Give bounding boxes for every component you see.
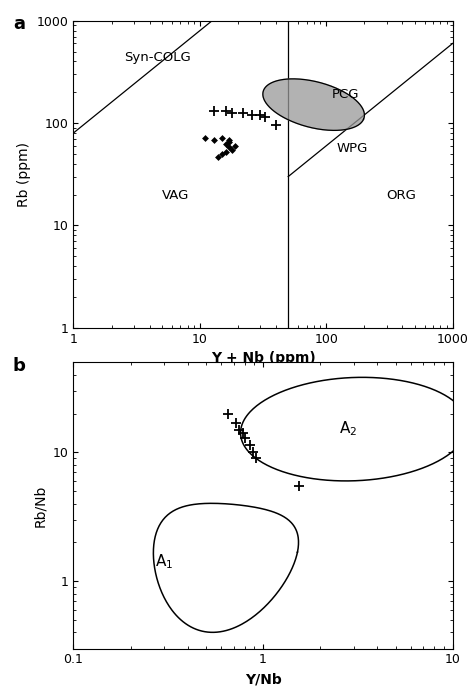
Text: A$_1$: A$_1$ <box>155 553 173 571</box>
Text: WPG: WPG <box>336 142 368 155</box>
Text: Syn-COLG: Syn-COLG <box>124 52 191 64</box>
Text: ORG: ORG <box>387 189 417 202</box>
Text: A$_2$: A$_2$ <box>338 420 357 438</box>
Y-axis label: Rb/Nb: Rb/Nb <box>33 484 47 526</box>
Text: VAG: VAG <box>162 189 189 202</box>
Polygon shape <box>263 79 365 130</box>
Text: b: b <box>13 357 26 375</box>
X-axis label: Y/Nb: Y/Nb <box>245 672 282 686</box>
X-axis label: Y + Nb (ppm): Y + Nb (ppm) <box>211 351 315 365</box>
Y-axis label: Rb (ppm): Rb (ppm) <box>17 141 31 207</box>
Text: PCG: PCG <box>331 88 359 101</box>
Text: a: a <box>13 14 25 32</box>
